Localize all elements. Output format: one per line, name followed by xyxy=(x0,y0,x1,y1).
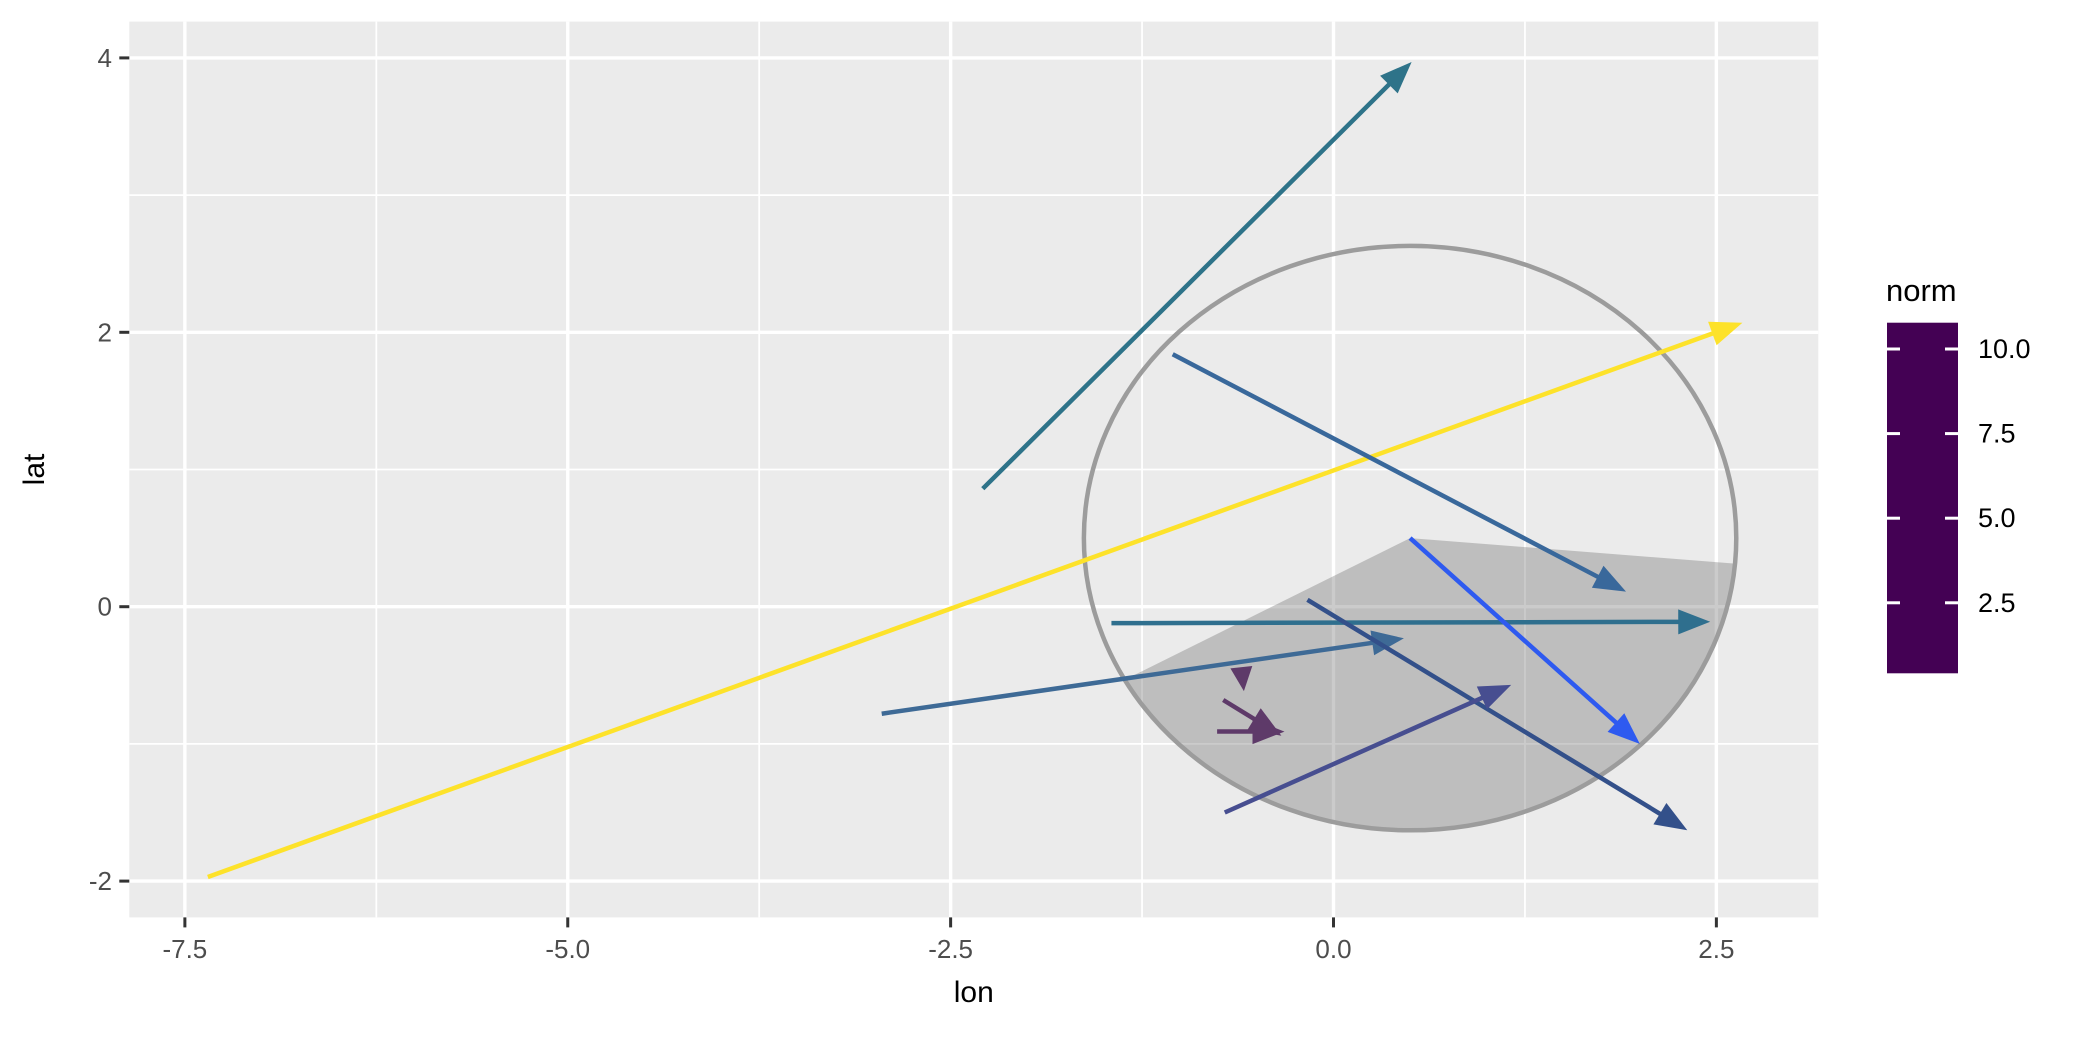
bright-blue-arrow xyxy=(1408,536,1630,735)
y-tick-label: 2 xyxy=(98,317,112,347)
y-tick-label: 4 xyxy=(98,43,112,73)
legend-tick-label: 10.0 xyxy=(1978,334,2031,364)
legend-tick-label: 2.5 xyxy=(1978,588,2016,618)
y-tick-label: -2 xyxy=(89,866,112,896)
sector-polygon xyxy=(1124,538,1735,831)
low-left-arrow-head xyxy=(1370,630,1404,656)
x-tick-label: -5.0 xyxy=(545,934,590,964)
legend-title: norm xyxy=(1886,273,1957,308)
arrow-segments-group xyxy=(207,62,1743,880)
slate-up-arrow xyxy=(1223,689,1498,815)
purple-tiny-arrow-head xyxy=(1230,666,1253,692)
y-axis-title: lat xyxy=(18,453,51,485)
horizontal-arrow-head xyxy=(1678,609,1711,635)
x-tick-label: -7.5 xyxy=(162,934,207,964)
yellow-long-arrow xyxy=(207,326,1729,880)
legend-tick-label: 7.5 xyxy=(1978,419,2016,449)
teal-up-arrow-head xyxy=(1380,62,1412,94)
colorbar-legend: norm 10.0 7.5 5.0 2.5 xyxy=(1886,273,2031,674)
axis-tick-labels: -7.5 -5.0 -2.5 0.0 2.5 -2 0 2 4 xyxy=(89,43,1735,964)
low-left-arrow xyxy=(881,638,1389,716)
legend-tick-labels: 10.0 7.5 5.0 2.5 xyxy=(1978,334,2031,618)
grid-minor-lines xyxy=(129,21,1819,918)
steel-down-arrow xyxy=(1171,352,1613,587)
x-tick-label: 0.0 xyxy=(1315,934,1351,964)
navy-down-arrow-head xyxy=(1653,803,1688,831)
slate-up-arrow-head xyxy=(1476,684,1512,710)
y-tick-label: 0 xyxy=(98,592,112,622)
legend-tick-label: 5.0 xyxy=(1978,503,2016,533)
sector-polygon-group xyxy=(1124,538,1735,831)
legend-gradient-bar xyxy=(1887,322,1958,674)
navy-down-arrow xyxy=(1306,597,1675,824)
circle-outline xyxy=(1081,243,1739,833)
legend-tick-marks xyxy=(1887,347,1958,605)
teal-up-arrow xyxy=(981,71,1402,491)
purple-horiz-arrow-head xyxy=(1252,719,1285,745)
x-tick-label: 2.5 xyxy=(1698,934,1734,964)
horizontal-arrow xyxy=(1111,619,1695,626)
yellow-long-arrow-head xyxy=(1708,321,1743,346)
axis-tick-marks xyxy=(119,56,1718,928)
x-tick-label: -2.5 xyxy=(928,934,973,964)
x-axis-title: lon xyxy=(954,976,994,1009)
bright-blue-arrow-head xyxy=(1607,713,1640,744)
steel-down-arrow-head xyxy=(1591,565,1626,592)
